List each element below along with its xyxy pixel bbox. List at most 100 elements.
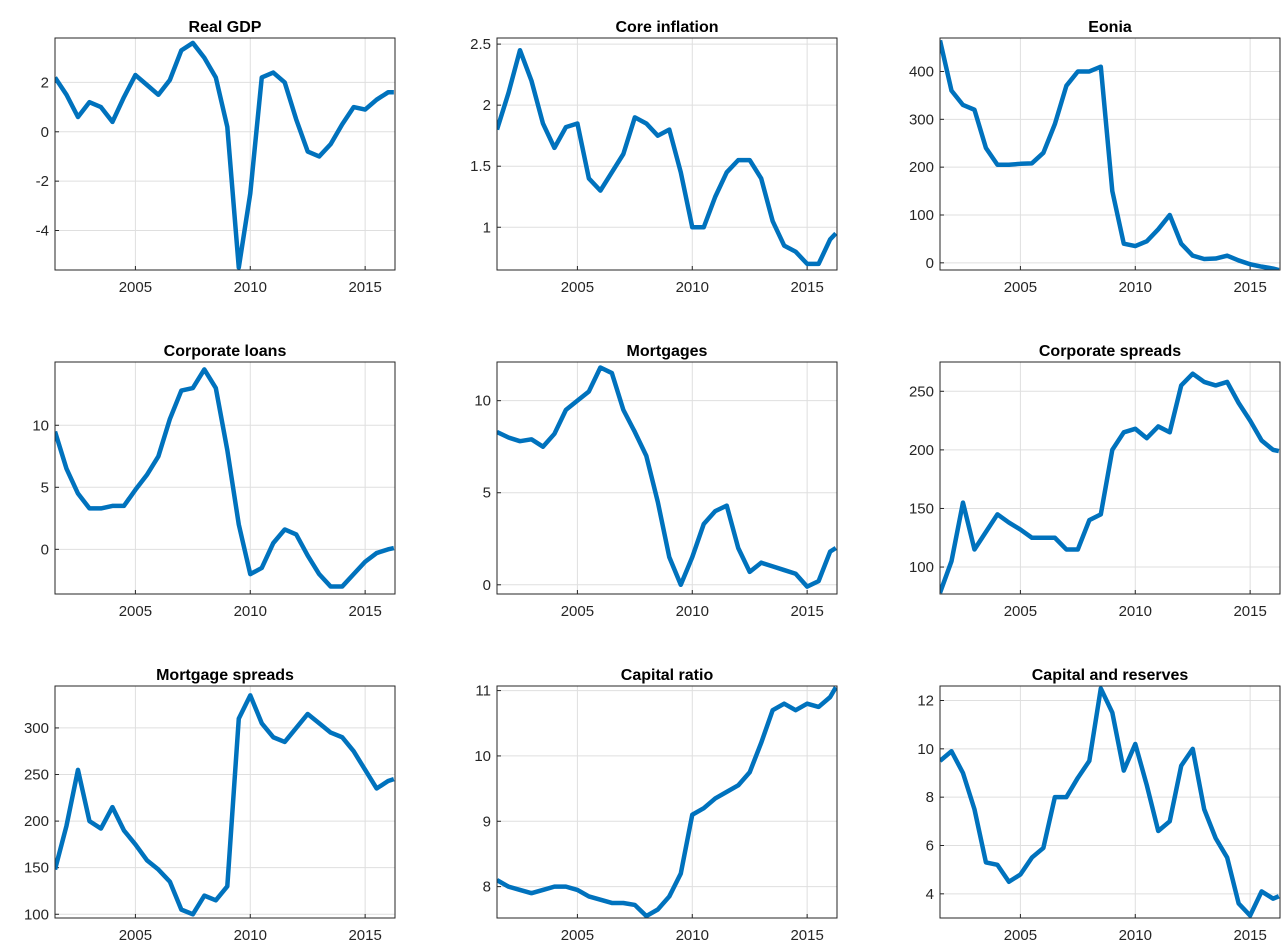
- y-tick-label: 10: [474, 748, 491, 765]
- x-tick-label: 2005: [561, 279, 594, 296]
- data-line: [940, 686, 1280, 918]
- plot-area: [497, 362, 837, 594]
- axes-box: [496, 361, 838, 595]
- panel: 1 1.5 2 2.5 2005 2010 2015 Core inflation: [470, 19, 838, 296]
- x-tick-label: 2005: [561, 927, 594, 944]
- plot-area: [55, 38, 395, 270]
- data-line: [497, 365, 837, 589]
- x-tick-label: 2010: [676, 279, 709, 296]
- y-tick-label: 1: [483, 219, 491, 236]
- x-tick-label: 2010: [234, 603, 267, 620]
- x-tick-label: 2005: [1004, 603, 1037, 620]
- y-tick-label: 10: [474, 393, 491, 410]
- chart-title: Capital and reserves: [1032, 667, 1189, 684]
- y-tick-label: 1.5: [470, 158, 491, 175]
- data-line: [497, 686, 837, 918]
- y-tick-label: 0: [483, 577, 491, 594]
- plot-area: [940, 362, 1280, 594]
- panel: 0 5 10 2005 2010 2015 Mortgages: [474, 343, 838, 620]
- x-tick-label: 2010: [676, 603, 709, 620]
- x-tick-label: 2015: [790, 927, 823, 944]
- y-tick-label: 250: [24, 767, 49, 784]
- y-tick-label: 5: [483, 485, 491, 502]
- y-tick-label: -4: [36, 223, 49, 240]
- x-tick-label: 2010: [1119, 927, 1152, 944]
- y-tick-label: 8: [926, 789, 934, 806]
- plot-area: [940, 686, 1280, 918]
- x-tick-label: 2015: [1233, 603, 1266, 620]
- data-line: [55, 693, 395, 917]
- chart-title: Mortgages: [627, 343, 708, 360]
- axes-box: [939, 685, 1281, 919]
- y-tick-label: 2: [483, 97, 491, 114]
- x-tick-label: 2005: [119, 927, 152, 944]
- y-tick-label: 12: [917, 693, 934, 710]
- panel: 100 150 200 250 2005 2010 2015 Corporate spread…: [909, 343, 1281, 620]
- y-tick-label: 0: [41, 124, 49, 141]
- y-tick-label: 100: [909, 207, 934, 224]
- y-tick-label: 0: [41, 541, 49, 558]
- x-tick-label: 2015: [348, 603, 381, 620]
- x-tick-label: 2005: [119, 603, 152, 620]
- y-tick-label: 9: [483, 813, 491, 830]
- axes-box: [496, 685, 838, 919]
- chart-title: Core inflation: [615, 19, 718, 36]
- axes-box: [54, 37, 396, 271]
- axes-box: [54, 685, 396, 919]
- y-tick-label: 0: [926, 255, 934, 272]
- data-line: [940, 371, 1280, 594]
- x-tick-label: 2005: [1004, 927, 1037, 944]
- plot-area: [55, 362, 395, 594]
- panel: 100 150 200 250 300 2005 2010 2015 Mortgage spre…: [24, 667, 396, 944]
- x-tick-label: 2015: [348, 927, 381, 944]
- x-tick-label: 2015: [348, 279, 381, 296]
- x-tick-label: 2015: [1233, 279, 1266, 296]
- axes-box: [939, 361, 1281, 595]
- x-tick-label: 2010: [234, 927, 267, 944]
- panel: 0 5 10 2005 2010 2015 Corporate loans: [32, 343, 396, 620]
- panel: 4 6 8 10 12 2005 2010 2015 Capital and reserves: [917, 667, 1281, 944]
- x-tick-label: 2015: [1233, 927, 1266, 944]
- y-tick-label: 100: [24, 906, 49, 923]
- y-tick-label: 200: [24, 813, 49, 830]
- y-tick-label: 5: [41, 479, 49, 496]
- x-tick-label: 2010: [1119, 279, 1152, 296]
- y-tick-label: 150: [24, 860, 49, 877]
- y-tick-label: 100: [909, 559, 934, 576]
- y-tick-label: 4: [926, 886, 934, 903]
- chart-title: Corporate spreads: [1039, 343, 1181, 360]
- data-line: [497, 47, 837, 267]
- chart-title: Eonia: [1088, 19, 1132, 36]
- x-tick-label: 2005: [561, 603, 594, 620]
- panel: 0 100 200 300 400 2005 2010 2015 Eonia: [909, 19, 1281, 296]
- y-tick-label: 6: [926, 838, 934, 855]
- x-tick-label: 2005: [1004, 279, 1037, 296]
- chart-title: Capital ratio: [621, 667, 714, 684]
- panel: 8 9 10 11 2005 2010 2015 Capital ratio: [474, 667, 838, 944]
- y-tick-label: 400: [909, 63, 934, 80]
- y-tick-label: 10: [32, 417, 49, 434]
- y-tick-label: 11: [475, 683, 491, 700]
- y-tick-label: 250: [909, 383, 934, 400]
- y-tick-label: 150: [909, 500, 934, 517]
- axes-box: [939, 37, 1281, 271]
- data-line: [55, 40, 394, 270]
- y-tick-label: -2: [36, 173, 49, 190]
- axes-box: [54, 361, 396, 595]
- y-tick-label: 300: [909, 111, 934, 128]
- data-line: [55, 367, 395, 589]
- plot-area: [497, 38, 837, 270]
- axes-box: [496, 37, 838, 271]
- x-tick-label: 2015: [790, 279, 823, 296]
- chart-title: Real GDP: [189, 19, 262, 36]
- x-tick-label: 2015: [790, 603, 823, 620]
- panel: -4 -2 0 2 2005 2010 2015 Real GDP: [36, 19, 396, 296]
- y-tick-label: 2: [41, 74, 49, 91]
- data-line: [940, 39, 1280, 270]
- y-tick-label: 200: [909, 159, 934, 176]
- x-tick-label: 2010: [676, 927, 709, 944]
- y-tick-label: 2.5: [470, 36, 491, 53]
- chart-title: Mortgage spreads: [156, 667, 294, 684]
- x-tick-label: 2005: [119, 279, 152, 296]
